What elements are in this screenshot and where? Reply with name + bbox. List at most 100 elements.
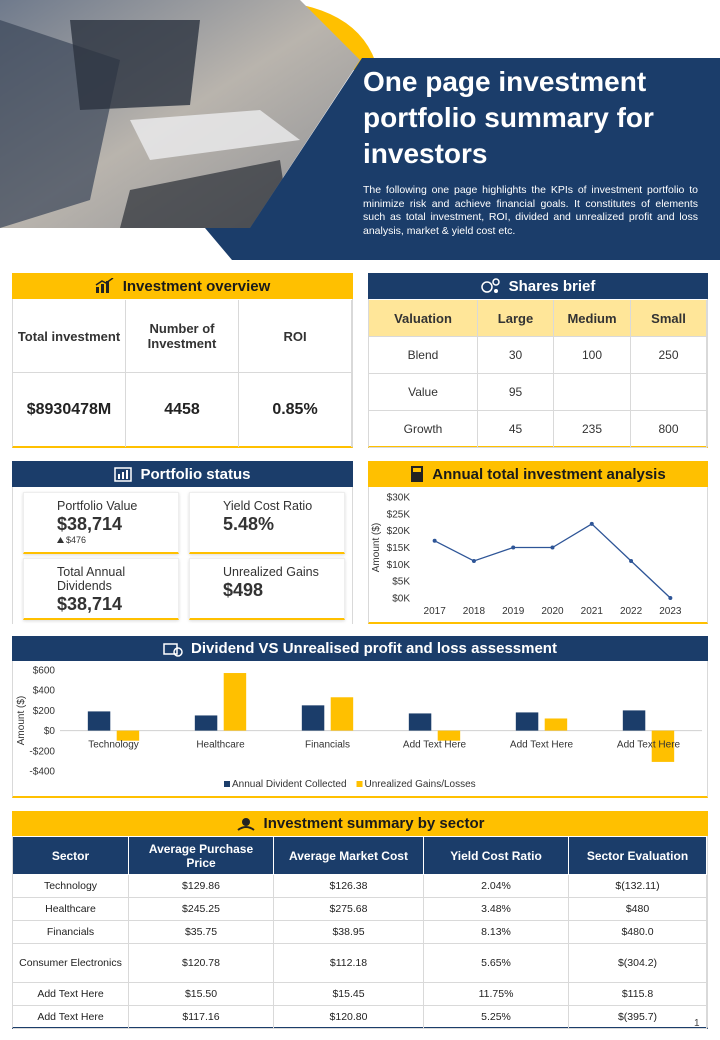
- kpi-value: $38,714: [57, 514, 123, 534]
- section-header: Shares brief: [368, 273, 708, 299]
- y-tick-label: $30K: [387, 493, 411, 504]
- table-cell: [631, 374, 707, 411]
- bar: [330, 697, 354, 731]
- bar: [622, 710, 646, 731]
- icon: [411, 466, 424, 482]
- table-cell: [554, 374, 631, 411]
- line-point: [629, 558, 634, 563]
- line-point: [668, 596, 673, 600]
- x-tick-label: 2019: [502, 606, 525, 617]
- bar: [194, 715, 218, 731]
- table-cell: Financials: [13, 921, 129, 944]
- x-tick-label: Add Text Here: [510, 740, 574, 751]
- column-header: Medium: [554, 300, 631, 337]
- table-cell: $275.68: [274, 898, 424, 921]
- section-title: Portfolio status: [140, 465, 251, 483]
- table-cell: $117.16: [129, 1006, 274, 1029]
- x-tick-label: 2017: [424, 606, 447, 617]
- table-cell: 8.13%: [424, 921, 569, 944]
- investment-overview-card: Total investment $8930478M Number of Inves…: [12, 273, 353, 448]
- line-series: [434, 523, 671, 599]
- kpi-value: $8930478M: [13, 373, 126, 447]
- y-tick-label: $0K: [392, 594, 410, 605]
- y-tick-label: $10K: [387, 560, 411, 571]
- table-cell: $126.38: [274, 875, 424, 898]
- x-tick-label: Technology: [88, 740, 139, 751]
- y-tick-label: $0: [44, 726, 56, 737]
- table-cell: 45: [478, 411, 554, 448]
- section-title: Dividend VS Unrealised profit and loss a…: [191, 640, 557, 657]
- table-cell: 800: [631, 411, 707, 448]
- kpi-value: $38,714: [57, 594, 123, 614]
- icon: [480, 278, 500, 293]
- x-tick-label: Healthcare: [196, 740, 245, 751]
- kpi-value: 5.48%: [223, 514, 275, 534]
- column-header: Number of Investment: [126, 300, 239, 373]
- y-tick-label: $5K: [392, 577, 410, 588]
- column-header: Sector Evaluation: [569, 837, 707, 875]
- column-header: Yield Cost Ratio: [424, 837, 569, 875]
- column-header: Small: [631, 300, 707, 337]
- table-cell: $15.50: [129, 983, 274, 1006]
- bar: [301, 705, 325, 731]
- bar: [437, 730, 461, 741]
- x-tick-label: 2023: [659, 606, 682, 617]
- y-tick-label: $200: [33, 706, 56, 717]
- bar: [515, 712, 539, 731]
- section-header: Portfolio status: [12, 461, 353, 487]
- table-cell: 5.25%: [424, 1006, 569, 1029]
- y-tick-label: $25K: [387, 509, 411, 520]
- y-axis-label: Amount ($): [371, 523, 382, 572]
- table-cell: $112.18: [274, 944, 424, 983]
- table-cell: 235: [554, 411, 631, 448]
- title-panel: [205, 58, 720, 260]
- table-cell: $120.80: [274, 1006, 424, 1029]
- table-cell: 30: [478, 337, 554, 374]
- table-cell: 100: [554, 337, 631, 374]
- table-cell: 11.75%: [424, 983, 569, 1006]
- line-chart: $0K $5K $10K $15K $20K $25K $30K Amount ($) 2017…: [371, 493, 682, 618]
- kpi-value: 4458: [126, 373, 239, 447]
- table-cell: $15.45: [274, 983, 424, 1006]
- table-cell: Healthcare: [13, 898, 129, 921]
- section-title: Annual total investment analysis: [432, 465, 666, 483]
- column-header: Average Market Cost: [274, 837, 424, 875]
- x-tick-label: Financials: [305, 740, 350, 751]
- y-tick-label: $15K: [387, 543, 411, 554]
- dividend-chart-card: [12, 636, 708, 798]
- section-header: Dividend VS Unrealised profit and loss a…: [12, 636, 708, 661]
- keyboard: [120, 160, 290, 228]
- bar: [87, 711, 111, 731]
- x-tick-label: 2020: [541, 606, 564, 617]
- kpi-value: $498: [223, 580, 264, 600]
- legend-swatch: [356, 781, 363, 787]
- bar: [116, 730, 140, 741]
- y-axis-label: Amount ($): [16, 696, 27, 745]
- y-tick-label: $400: [33, 686, 56, 697]
- kpi-tile: Yield Cost Ratio 5.48%: [189, 492, 345, 554]
- section-title: Investment summary by sector: [263, 815, 485, 832]
- sector-summary-card: Sector Average Purchase Price Average Mark…: [12, 811, 708, 1029]
- line-point: [471, 558, 476, 563]
- column-header: Large: [478, 300, 554, 337]
- table-cell: Growth: [369, 411, 478, 448]
- table-cell: 2.04%: [424, 875, 569, 898]
- table-cell: $(132.11): [569, 875, 707, 898]
- up-arrow-shape: [57, 537, 64, 543]
- laptop-screen: [70, 20, 200, 110]
- portfolio-status-card: Portfolio Value $38,714 $476 Yield Cost Rat…: [12, 461, 353, 624]
- shares-brief-card: Valuation Large Medium Small Blend 30 100 250 Va…: [368, 273, 708, 448]
- kpi-change-value: $476: [66, 535, 87, 545]
- kpi-label: Unrealized Gains: [223, 565, 319, 579]
- table-cell: $245.25: [129, 898, 274, 921]
- table-cell: 95: [478, 374, 554, 411]
- table-cell: Blend: [369, 337, 478, 374]
- legend-label: Annual Divident Collected: [232, 779, 347, 790]
- icon: [114, 467, 133, 482]
- section-title: Shares brief: [508, 277, 596, 295]
- kpi-label: Total Annual Dividends: [57, 565, 126, 593]
- kpi-tile: Total Annual Dividends $38,714: [23, 558, 179, 620]
- table-cell: Add Text Here: [13, 983, 129, 1006]
- bar: [408, 713, 432, 731]
